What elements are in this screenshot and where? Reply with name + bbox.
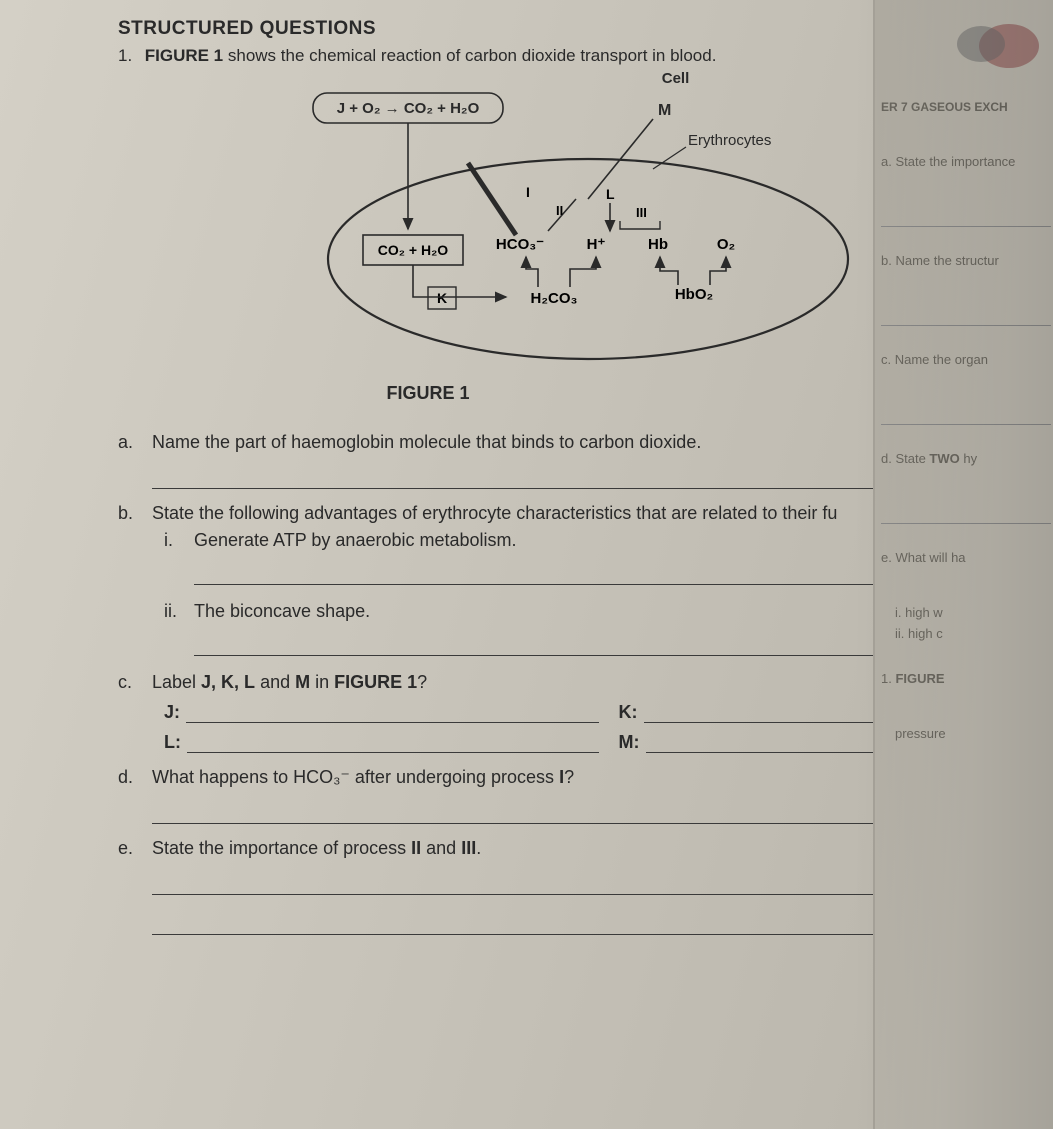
answer-line [187, 731, 599, 753]
top-reaction: J + O₂ → CO₂ + H₂O [337, 100, 480, 117]
right-a: a. State the importance [881, 154, 1053, 169]
facing-page: ER 7 GASEOUS EXCH a. State the importanc… [873, 0, 1053, 1129]
figure-caption: FIGURE 1 [328, 383, 528, 404]
right-header: ER 7 GASEOUS EXCH [881, 100, 1053, 114]
q1-number: 1. [118, 46, 140, 66]
label-erythrocytes: Erythrocytes [688, 132, 771, 149]
right-b: b. Name the structur [881, 253, 1053, 268]
answer-line [881, 308, 1051, 326]
right-e-i: i. high w [895, 605, 1053, 620]
part-b-i-text: Generate ATP by anaerobic metabolism. [194, 530, 517, 551]
answer-line [152, 798, 972, 824]
part-e-text: State the importance of process II and I… [152, 838, 993, 859]
answer-line [186, 701, 598, 723]
decorative-blob-icon [951, 14, 1041, 74]
part-b-ii-label: ii. [164, 601, 194, 622]
figure-1-diagram: J + O₂ → CO₂ + H₂O M Erythrocytes CO₂ + … [258, 89, 878, 369]
answer-line [194, 561, 934, 585]
part-d-label: d. [118, 767, 152, 788]
right-pressure: pressure [895, 726, 1053, 741]
part-d-text: What happens to HCO₃⁻ after undergoing p… [152, 767, 993, 788]
diagram-svg: J + O₂ → CO₂ + H₂O M Erythrocytes CO₂ + … [258, 89, 878, 369]
species-h: H⁺ [587, 236, 606, 253]
right-c: c. Name the organ [881, 352, 1053, 367]
answer-line [152, 869, 972, 895]
right-e-ii: ii. high c [895, 626, 1053, 641]
right-d: d. State TWO hy [881, 451, 1053, 466]
q1-intro-text: shows the chemical reaction of carbon di… [223, 46, 716, 65]
label-III: III [636, 205, 647, 220]
answer-line [881, 506, 1051, 524]
answer-line [881, 209, 1051, 227]
species-o2: O₂ [717, 236, 735, 253]
species-hb: Hb [648, 236, 668, 253]
part-b-text: State the following advantages of erythr… [152, 503, 993, 524]
species-h2co3: H₂CO₃ [531, 290, 578, 307]
label-K: K [437, 290, 447, 306]
label-I: I [526, 184, 530, 200]
answer-line [152, 463, 972, 489]
label-L: L [606, 186, 615, 202]
species-hbo2: HbO₂ [675, 286, 713, 303]
part-a-text: Name the part of haemoglobin molecule th… [152, 432, 993, 453]
q1-figure-ref: FIGURE 1 [145, 46, 223, 65]
part-b-label: b. [118, 503, 152, 524]
part-a-label: a. [118, 432, 152, 453]
label-M: M [658, 102, 671, 119]
right-figure: 1. FIGURE [881, 671, 1053, 686]
species-hco3: HCO₃⁻ [496, 236, 544, 253]
part-e-label: e. [118, 838, 152, 859]
worksheet-page: STRUCTURED QUESTIONS 1. FIGURE 1 shows t… [0, 0, 1053, 1129]
answer-line [194, 632, 934, 656]
part-c-label: c. [118, 672, 152, 693]
part-b-ii-text: The biconcave shape. [194, 601, 370, 622]
part-c-text: Label J, K, L and M in FIGURE 1? [152, 672, 993, 693]
part-b-i-label: i. [164, 530, 194, 551]
label-L-field: L: [164, 731, 599, 753]
right-e: e. What will ha [881, 550, 1053, 565]
species-co2h2o: CO₂ + H₂O [378, 242, 449, 258]
label-II: II [556, 203, 563, 218]
answer-line [152, 909, 972, 935]
label-J-field: J: [164, 701, 599, 723]
answer-line [881, 407, 1051, 425]
